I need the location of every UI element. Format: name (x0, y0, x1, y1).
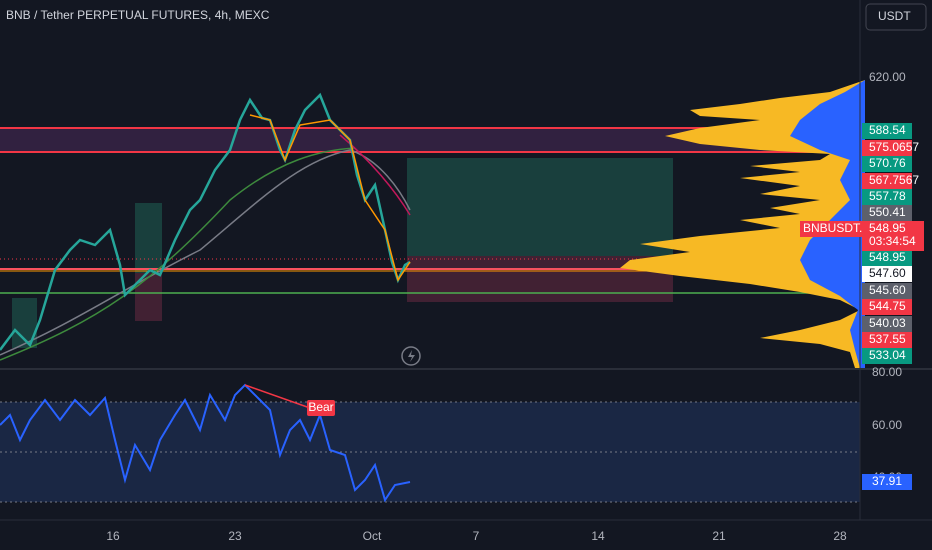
price-label: 533.04 (869, 348, 906, 362)
price-badge (862, 140, 912, 156)
price-badge (862, 316, 912, 332)
rsi-axis-label: 60.00 (872, 418, 902, 432)
price-label: 548.95 (869, 250, 906, 264)
last-price-symbol: BNBUSDT.P (803, 221, 870, 235)
ma-line (0, 147, 356, 361)
currency-label[interactable]: USDT (878, 9, 911, 23)
price-label: 550.41 (869, 205, 906, 219)
last-price-badge (800, 221, 862, 237)
time-label: 21 (712, 529, 726, 543)
time-label: 28 (833, 529, 847, 543)
time-label: 7 (473, 529, 480, 543)
price-label: 537.55 (869, 332, 906, 346)
symbol-title: BNB / Tether PERPETUAL FUTURES, 4h, MEXC (6, 8, 270, 22)
bolt-icon (408, 350, 415, 362)
rsi-value: 37.91 (872, 474, 902, 488)
time-label: 23 (228, 529, 242, 543)
rsi-axis-label: 80.00 (872, 365, 902, 379)
price-badge (862, 123, 912, 139)
price-badge (862, 266, 912, 282)
last-price-value: 548.95 (869, 221, 906, 235)
time-label: 14 (591, 529, 605, 543)
price-label: 540.03 (869, 316, 906, 330)
price-badge (862, 332, 912, 348)
price-badge (862, 250, 912, 266)
price-label: 588.54 (869, 123, 906, 137)
divergence-label: Bear (308, 400, 333, 414)
bolt-icon[interactable] (401, 346, 421, 366)
price-badge (862, 189, 912, 205)
price-label: 557.78 (869, 189, 906, 203)
target-box (407, 158, 673, 256)
price-label: 620.00 (869, 70, 906, 84)
divergence-badge (307, 400, 335, 416)
last-price-badge (862, 221, 924, 251)
currency-button[interactable] (865, 3, 927, 31)
price-badge (862, 299, 912, 315)
ma-line (0, 149, 411, 356)
price-label: 547.60 (869, 266, 906, 280)
price-path (249, 114, 411, 282)
price-badge (862, 173, 912, 189)
time-label: 16 (106, 529, 120, 543)
countdown: 03:34:54 (869, 234, 916, 248)
rsi-line (0, 383, 411, 503)
volume-profile (620, 80, 865, 368)
price-label: 545.60 (869, 283, 906, 297)
divergence-line (244, 384, 311, 409)
price-badge (862, 205, 912, 221)
rsi-value-badge (862, 474, 912, 490)
box (135, 203, 162, 273)
price-label: 567.7567 (869, 173, 919, 187)
price-label: 544.75 (869, 299, 906, 313)
axis-layer: 620.00 588.54 575.0657 570.76 567.7567 557.78… (106, 70, 924, 543)
price-badge (862, 348, 912, 364)
price-badge (862, 156, 912, 172)
price-label: 575.0657 (869, 140, 919, 154)
price-badge (862, 283, 912, 299)
price-label: 570.76 (869, 156, 906, 170)
time-label: Oct (363, 529, 382, 543)
